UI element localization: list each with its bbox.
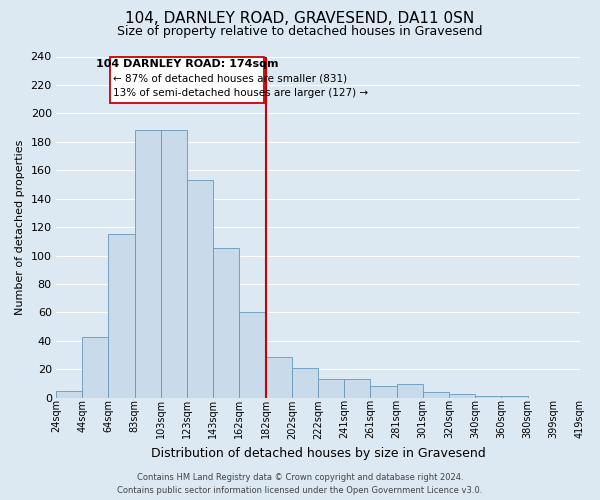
X-axis label: Distribution of detached houses by size in Gravesend: Distribution of detached houses by size … <box>151 447 485 460</box>
Bar <box>134 130 161 398</box>
Bar <box>423 392 449 398</box>
Bar <box>239 312 266 398</box>
Bar <box>318 380 344 398</box>
Bar <box>292 368 318 398</box>
Bar <box>266 356 292 398</box>
Bar <box>397 384 423 398</box>
Text: ← 87% of detached houses are smaller (831): ← 87% of detached houses are smaller (83… <box>113 74 347 84</box>
Y-axis label: Number of detached properties: Number of detached properties <box>15 140 25 315</box>
FancyBboxPatch shape <box>110 56 264 104</box>
Bar <box>187 180 213 398</box>
Bar <box>56 390 82 398</box>
Text: 104 DARNLEY ROAD: 174sqm: 104 DARNLEY ROAD: 174sqm <box>96 58 278 68</box>
Bar <box>109 234 134 398</box>
Text: Contains HM Land Registry data © Crown copyright and database right 2024.
Contai: Contains HM Land Registry data © Crown c… <box>118 474 482 495</box>
Bar <box>475 396 502 398</box>
Text: 13% of semi-detached houses are larger (127) →: 13% of semi-detached houses are larger (… <box>113 88 368 98</box>
Text: Size of property relative to detached houses in Gravesend: Size of property relative to detached ho… <box>117 25 483 38</box>
Bar <box>82 336 109 398</box>
Text: 104, DARNLEY ROAD, GRAVESEND, DA11 0SN: 104, DARNLEY ROAD, GRAVESEND, DA11 0SN <box>125 11 475 26</box>
Bar <box>344 380 370 398</box>
Bar <box>449 394 475 398</box>
Bar <box>213 248 239 398</box>
Bar <box>502 396 527 398</box>
Bar <box>161 130 187 398</box>
Bar <box>370 386 397 398</box>
